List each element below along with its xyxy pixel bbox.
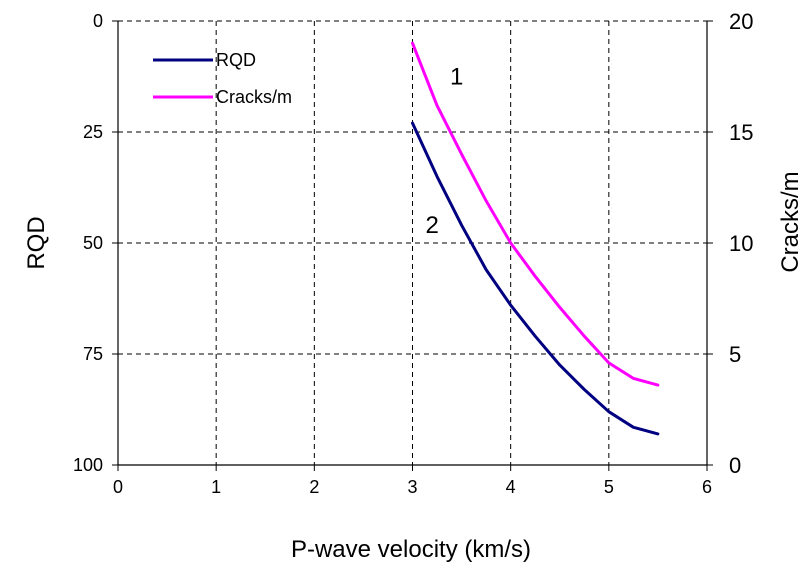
legend-label: RQD [216,50,256,70]
y2-tick-label: 15 [729,120,753,145]
x-tick-label: 2 [309,477,319,497]
curve-label: 2 [425,212,438,239]
y2-tick-label: 10 [729,231,753,256]
grid-lines [118,20,707,465]
y2-tick-label: 20 [729,9,753,34]
y2-tick-label: 0 [729,453,741,478]
x-tick-label: 3 [407,477,417,497]
y-tick-label: 0 [93,11,103,31]
x-tick-label: 1 [211,477,221,497]
axes [112,20,713,471]
x-tick-label: 4 [506,477,516,497]
legend-label: Cracks/m [216,87,292,107]
x-axis-title: P-wave velocity (km/s) [291,536,531,563]
y-tick-label: 75 [83,344,103,364]
series-layer [411,41,660,436]
series-line-rqd [411,121,660,436]
y-axis-title: RQD [23,216,50,269]
y2-tick-label: 5 [729,342,741,367]
y2-axis-title: Cracks/m [777,171,804,272]
x-tick-label: 6 [702,477,712,497]
y-tick-label: 25 [83,122,103,142]
legend: RQD Cracks/m [153,50,292,107]
y-tick-label: 50 [83,233,103,253]
curve-label: 1 [450,64,463,91]
series-line-cracks-m [411,41,660,387]
x-tick-label: 0 [113,477,123,497]
curve-annotations: 12 [425,64,463,240]
x-tick-label: 5 [604,477,614,497]
y-tick-label: 100 [73,455,103,475]
